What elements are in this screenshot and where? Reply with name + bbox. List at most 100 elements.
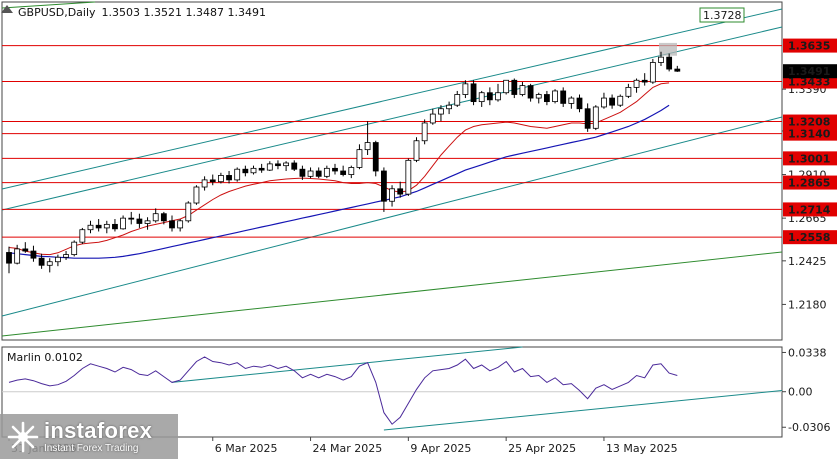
current-price-label: 1.3491: [788, 65, 830, 78]
candle-body: [38, 257, 45, 266]
candle-body: [601, 97, 607, 108]
time-tick-label: 25 Apr 2025: [508, 442, 576, 455]
candle-body: [14, 248, 21, 264]
candle-body: [250, 167, 257, 174]
candle-body: [87, 224, 94, 231]
candle-body: [511, 79, 518, 95]
level-price-tag: [783, 175, 837, 190]
marlin-line: [8, 356, 678, 425]
level-price-tag: [783, 230, 837, 245]
level-price-label: 1.3208: [788, 116, 830, 129]
candle-body: [112, 223, 118, 230]
candle-body: [95, 224, 102, 229]
collapse-arrow-icon[interactable]: [1, 5, 13, 13]
candle-body: [429, 113, 436, 124]
candle-body: [421, 122, 428, 142]
candle-body: [340, 170, 347, 175]
level-price-label: 1.3433: [788, 76, 830, 89]
ma-red-line: [8, 82, 670, 256]
marlin-tick-label: -0.0306: [788, 421, 830, 434]
candle-body: [625, 86, 632, 97]
candle-body: [592, 106, 599, 129]
candle-body: [560, 90, 567, 104]
candle-body: [299, 168, 306, 177]
price-pane: 1.3728: [1, 1, 783, 341]
time-tick-label: 24 Mar 2025: [313, 442, 383, 455]
candle-body: [617, 95, 624, 106]
candle-body: [503, 79, 510, 94]
price-pane-border: [1, 1, 783, 341]
candle-body: [103, 223, 110, 229]
candle-body: [217, 175, 224, 183]
level-price-tag: [783, 114, 837, 129]
candle-body: [649, 62, 656, 83]
level-price-label: 1.3001: [788, 152, 830, 165]
long-support-line: [1, 251, 783, 337]
candle-body: [486, 92, 493, 101]
symbol-label: GBPUSD,Daily: [18, 6, 96, 19]
candle-body: [641, 79, 648, 83]
candle-body: [413, 140, 420, 161]
candle-body: [348, 167, 355, 175]
level-price-tag: [783, 126, 837, 141]
level-price-label: 1.3140: [788, 128, 831, 141]
candle-body: [120, 217, 126, 230]
candle-body: [584, 108, 591, 129]
level-price-label: 1.3635: [788, 40, 830, 53]
indicator-pane: [1, 346, 783, 438]
level-price-tag: [783, 202, 837, 217]
channel-upper-line: [1, 8, 783, 190]
candle-body: [389, 188, 395, 202]
candle-body: [438, 108, 444, 115]
candle-body: [79, 229, 86, 243]
candle-body: [658, 56, 664, 63]
candle-body: [674, 68, 681, 72]
candle-body: [535, 94, 542, 99]
candle-body: [136, 218, 143, 224]
chart-header: GBPUSD,Daily 1.3503 1.3521 1.3487 1.3491: [18, 6, 266, 19]
candle-body: [226, 175, 232, 181]
candle-body: [495, 92, 501, 101]
channel-price-label: 1.3728: [703, 9, 742, 22]
level-price-label: 1.2865: [788, 177, 830, 190]
projection-box: [659, 42, 677, 56]
price-tick-label: 1.2425: [788, 255, 827, 268]
candle-body: [242, 168, 249, 174]
marlin-trend-lower: [383, 390, 783, 431]
candle-body: [544, 94, 550, 103]
candle-body: [446, 104, 453, 110]
candle-body: [397, 188, 404, 195]
candle-body: [291, 162, 298, 170]
instaforex-logo-icon: [6, 420, 40, 454]
candle-body: [364, 142, 371, 151]
level-price-tag: [783, 38, 837, 53]
ma-blue-line: [8, 104, 670, 259]
candle-body: [576, 97, 583, 110]
candle-body: [568, 97, 575, 104]
candle-body: [633, 79, 640, 88]
candle-body: [356, 149, 363, 168]
candle-body: [283, 162, 290, 167]
price-tick-label: 1.2180: [788, 298, 827, 311]
brand-logo: instaforex Instant Forex Trading: [0, 414, 178, 459]
indicator-label: Marlin 0.0102: [7, 351, 83, 364]
candle-body: [266, 163, 273, 171]
candle-body: [454, 94, 461, 106]
channel-lower-line: [1, 116, 783, 317]
candle-body: [144, 220, 151, 224]
candle-body: [275, 163, 281, 167]
ohlc-readout: 1.3503 1.3521 1.3487 1.3491: [102, 6, 266, 19]
candle-body: [315, 170, 322, 177]
long-resistance-line: [1, 1, 96, 9]
candle-body: [128, 217, 135, 220]
candle-body: [46, 261, 53, 266]
candle-body: [552, 90, 558, 103]
marlin-trend-upper: [171, 346, 523, 383]
marlin-tick-label: 0.0338: [788, 346, 827, 359]
candle-body: [462, 83, 469, 95]
candle-body: [6, 252, 12, 264]
candle-body: [201, 179, 208, 188]
candle-body: [258, 167, 265, 171]
candle-body: [209, 179, 216, 183]
candle-body: [30, 250, 37, 259]
